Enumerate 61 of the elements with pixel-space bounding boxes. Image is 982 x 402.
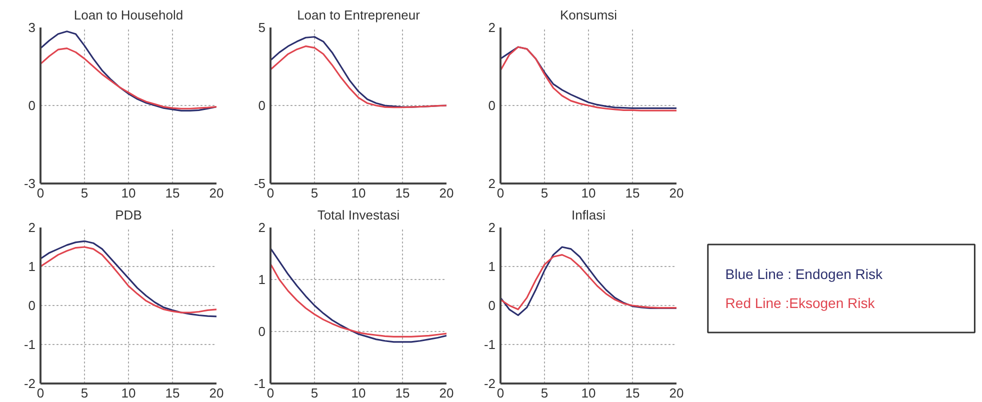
line-series [270,263,446,338]
x-tick-label: 5 [310,386,318,400]
x-tick-label: 20 [669,186,684,200]
x-tick-label: 20 [669,386,684,400]
y-tick-label: -1 [254,376,266,391]
y-tick-label: 2 [488,220,496,235]
x-tick-label: 10 [581,186,596,200]
y-tick-label: 0 [488,298,496,313]
line-series [40,48,216,110]
y-tick-label: -1 [484,337,496,352]
chart-title: Loan to Entrepreneur [297,8,421,22]
line-series [270,248,446,343]
x-tick-label: 15 [625,386,640,400]
x-tick-label: 15 [625,186,640,200]
x-tick-label: 5 [310,186,318,200]
line-series [500,254,676,310]
y-tick-label: 1 [488,259,496,274]
x-tick-label: 20 [439,386,454,400]
y-tick-label: -5 [254,176,266,191]
y-tick-label: 2 [488,176,496,191]
x-tick-label: 20 [209,186,224,200]
line-series [40,30,216,112]
x-tick-label: 5 [540,186,548,200]
y-tick-label: -1 [24,337,36,352]
x-tick-label: 5 [540,386,548,400]
y-tick-label: 0 [28,298,36,313]
chart-title: PDB [115,208,142,222]
text: Red Line :Eksogen Risk [725,295,876,312]
x-tick-label: 15 [395,186,410,200]
x-tick-label: 15 [165,186,180,200]
y-tick-label: 0 [258,98,266,113]
x-tick-label: 5 [80,186,88,200]
x-tick-label: 10 [121,186,136,200]
y-tick-label: 2 [488,20,496,35]
y-tick-label: 5 [258,20,266,35]
y-tick-label: 0 [258,324,266,339]
y-tick-label: 3 [28,20,36,35]
x-tick-label: 20 [209,386,224,400]
x-tick-label: 10 [121,386,136,400]
chart-title: Inflasi [572,208,606,222]
chart-title: Loan to Household [74,8,184,22]
chart-title: Konsumsi [560,8,618,22]
text: Blue Line : Endogen Risk [725,266,884,282]
x-tick-label: 10 [351,386,366,400]
x-tick-label: 15 [165,386,180,400]
y-tick-label: 1 [28,259,36,274]
y-tick-label: 0 [28,98,36,113]
y-tick-label: -2 [24,376,36,391]
chart-title: Total Investasi [317,208,400,222]
y-tick-label: 2 [28,220,36,235]
x-tick-label: 10 [581,386,596,400]
x-tick-label: 5 [80,386,88,400]
y-tick-label: 1 [258,272,266,287]
y-tick-label: 0 [488,98,496,113]
y-tick-label: -3 [24,176,36,191]
line-series [500,246,676,316]
y-tick-label: -2 [484,376,496,391]
y-tick-label: 2 [258,220,266,235]
x-tick-label: 10 [351,186,366,200]
x-tick-label: 20 [439,186,454,200]
x-tick-label: 15 [395,386,410,400]
